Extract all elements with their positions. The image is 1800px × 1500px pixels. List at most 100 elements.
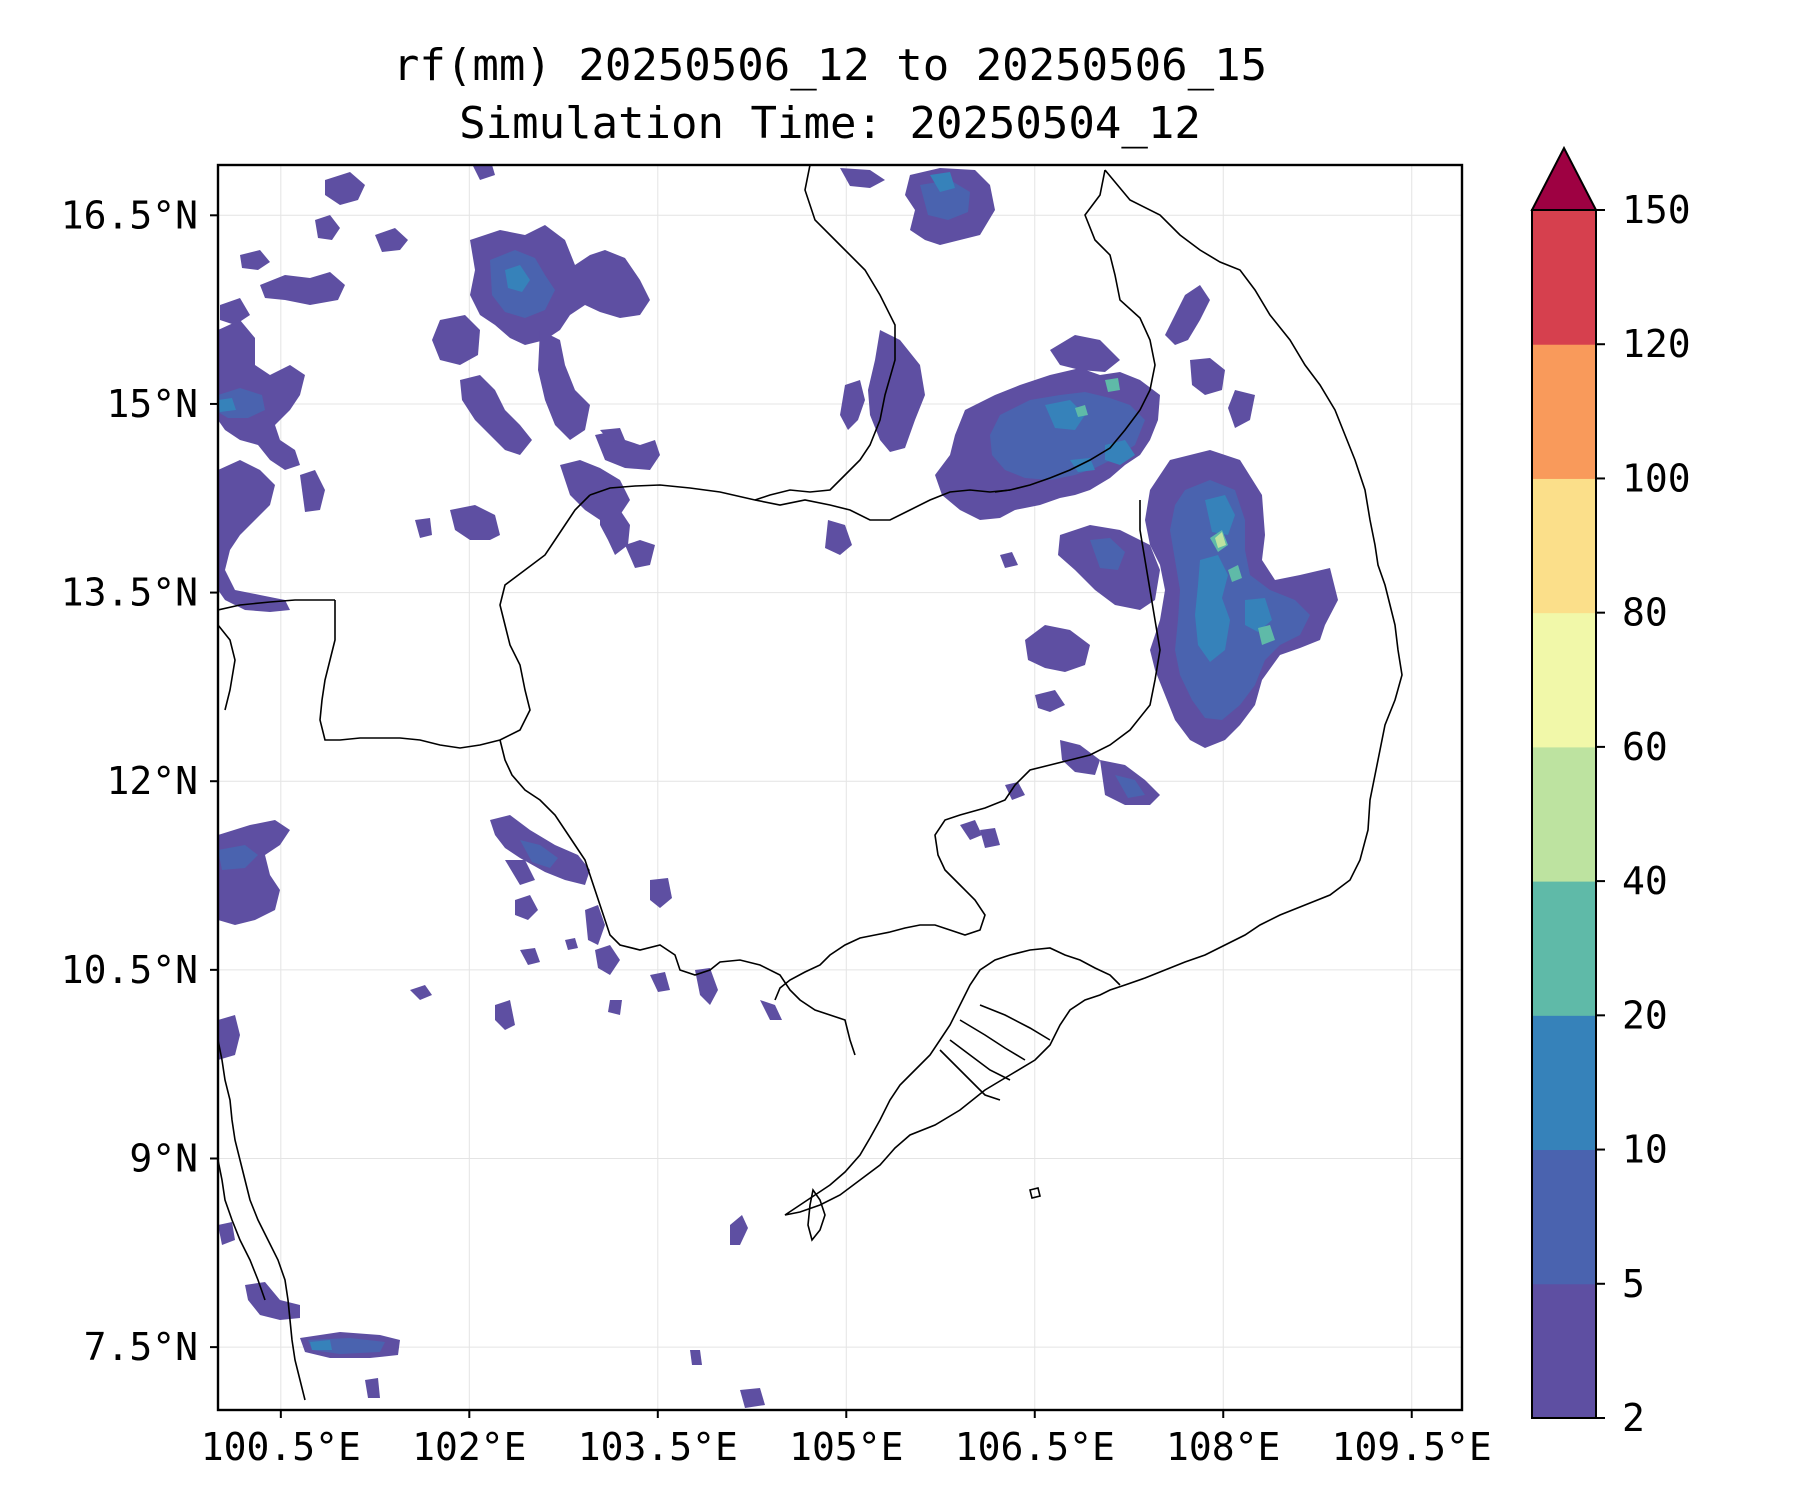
rain-cell-highlands-sw	[1025, 625, 1090, 672]
rain-cell-kampot-c	[650, 972, 670, 992]
rain-max-highlands-a	[1205, 495, 1235, 535]
map-title: rf(mm) 20250506_12 to 20250506_15	[392, 40, 1268, 91]
laos-thailand-border	[754, 165, 896, 501]
colorbar-frame	[1531, 209, 1597, 1419]
y-tick-label: 15°N	[106, 382, 198, 426]
colorbar-label: 40	[1622, 859, 1668, 903]
y-tick-label: 9°N	[129, 1136, 198, 1180]
rain-cell-kampot-a	[650, 878, 672, 908]
y-tick-label: 13.5°N	[61, 571, 198, 615]
x-tick-label: 100.5°E	[201, 1425, 361, 1469]
rain-cell-mekong-b	[1035, 690, 1065, 712]
y-axis: 16.5°N 15°N 13.5°N 12°N 10.5°N 9°N 7.5°N	[61, 193, 218, 1369]
rain-cell-laos-southwest	[825, 520, 852, 555]
rain-cell-kampot-d	[760, 1000, 782, 1020]
x-tick-label: 109.5°E	[1332, 1425, 1492, 1469]
rain-cell-khorat-b	[432, 315, 480, 365]
rain-max-highlands-c	[1245, 598, 1272, 632]
rain-cell-gulf-b	[218, 1015, 240, 1060]
vietnam-coastline	[784, 169, 1403, 1216]
colorbar-label: 2	[1622, 1396, 1645, 1440]
rain-peak-d	[1105, 378, 1120, 392]
malay-peninsula-coast-b	[218, 1159, 266, 1301]
rain-cell-east-laos	[1228, 390, 1255, 428]
phu-quoc-island	[807, 1188, 826, 1242]
rain-cell-south-f	[740, 1388, 765, 1408]
colorbar-label: 150	[1622, 188, 1691, 232]
rain-cell-mekong-f	[960, 820, 982, 840]
rainfall-contours	[218, 165, 1338, 1408]
colorbar-label: 60	[1622, 725, 1668, 769]
colorbar-segment	[1532, 1149, 1596, 1285]
y-tick-label: 16.5°N	[61, 193, 198, 237]
colorbar-label: 5	[1622, 1262, 1645, 1306]
laos-vietnam-border	[994, 169, 1156, 493]
rain-cell-gulf-d	[585, 905, 605, 945]
rain-cell-khorat-d	[538, 330, 590, 440]
rain-cell-south-e	[690, 1350, 702, 1365]
rain-cell-gulf-a	[218, 820, 290, 925]
rain-cell-south-laos-b	[1050, 335, 1120, 372]
rain-cell-thai-north-c	[375, 228, 408, 252]
rainfall-contours-5-10	[218, 180, 1310, 1354]
rain-cell-west-f	[472, 165, 495, 180]
rain-cell-khorat-c	[460, 375, 532, 455]
mekong-delta-channels	[939, 1004, 1051, 1101]
rain-cell-west-e	[240, 250, 270, 270]
rain-core-highlands-b	[1090, 538, 1125, 570]
rain-cell-gulf-c	[515, 895, 538, 920]
x-tick-label: 103.5°E	[578, 1425, 738, 1469]
rain-cell-khorat-e	[595, 432, 660, 470]
rain-max-laos-b	[1105, 440, 1135, 465]
rain-cell-west-b	[218, 460, 290, 612]
colorbar-label: 100	[1622, 456, 1691, 500]
thailand-northern-border	[218, 599, 335, 611]
rain-cell-mekong-e	[1005, 782, 1025, 800]
colorbar-label: 20	[1622, 993, 1668, 1037]
x-tick-label: 106.5°E	[955, 1425, 1115, 1469]
rain-cell-chanthaburi-b	[505, 860, 535, 885]
colorbar-segment	[1532, 1283, 1596, 1419]
rain-cell-khorat-f	[560, 460, 630, 520]
rain-cell-south-g	[218, 1222, 235, 1245]
rain-cell-laos-north-b	[840, 168, 885, 188]
y-tick-label: 10.5°N	[61, 948, 198, 992]
rain-max-south	[310, 1340, 332, 1350]
colorbar-extend-arrow	[1530, 145, 1598, 211]
rain-core-mekong	[1115, 775, 1145, 798]
colorbar-label: 10	[1622, 1128, 1668, 1172]
rainfall-contours-40-60	[1215, 532, 1226, 548]
rain-cell-mekong-a	[1000, 552, 1018, 568]
colorbar-segment	[1532, 881, 1596, 1016]
rain-peak-b	[1258, 625, 1275, 645]
x-tick-label: 105°E	[789, 1425, 903, 1469]
colorbar-segment	[1532, 478, 1596, 614]
rain-cell-west-c	[300, 470, 325, 512]
rain-cell-laos-mid-b	[840, 380, 865, 430]
y-tick-label: 12°N	[106, 759, 198, 803]
rain-cell-thai-north	[260, 272, 345, 305]
rain-cell-laos-mid	[868, 330, 925, 452]
rain-cell-mekong-g	[980, 828, 1000, 848]
rain-cell-gulf-h	[410, 985, 432, 1000]
rain-cell-khorat-j	[450, 505, 500, 540]
rain-cell-khorat-g	[600, 510, 630, 555]
rain-cell-gulf-g	[495, 1000, 515, 1030]
colorbar-segment	[1532, 612, 1596, 748]
rain-cell-thai-north-b	[325, 172, 365, 205]
cambodia-vietnam-border	[774, 500, 1161, 1001]
rain-core-gulf	[218, 845, 258, 870]
colorbar-segment	[1532, 1015, 1596, 1151]
rain-max-khorat	[505, 265, 530, 292]
rain-core-chanthaburi	[520, 840, 558, 868]
colorbar-segment	[1532, 344, 1596, 479]
rain-cell-gulf-j	[608, 1000, 622, 1015]
map-frame	[216, 163, 1464, 1412]
map-grid	[218, 165, 1462, 1410]
rain-cell-khorat-k	[415, 518, 432, 538]
colorbar-label: 80	[1622, 591, 1668, 635]
rainfall-contours-10-20	[218, 172, 1272, 1350]
rain-peak-c	[1228, 565, 1242, 582]
rain-core-highlands	[1170, 480, 1310, 720]
